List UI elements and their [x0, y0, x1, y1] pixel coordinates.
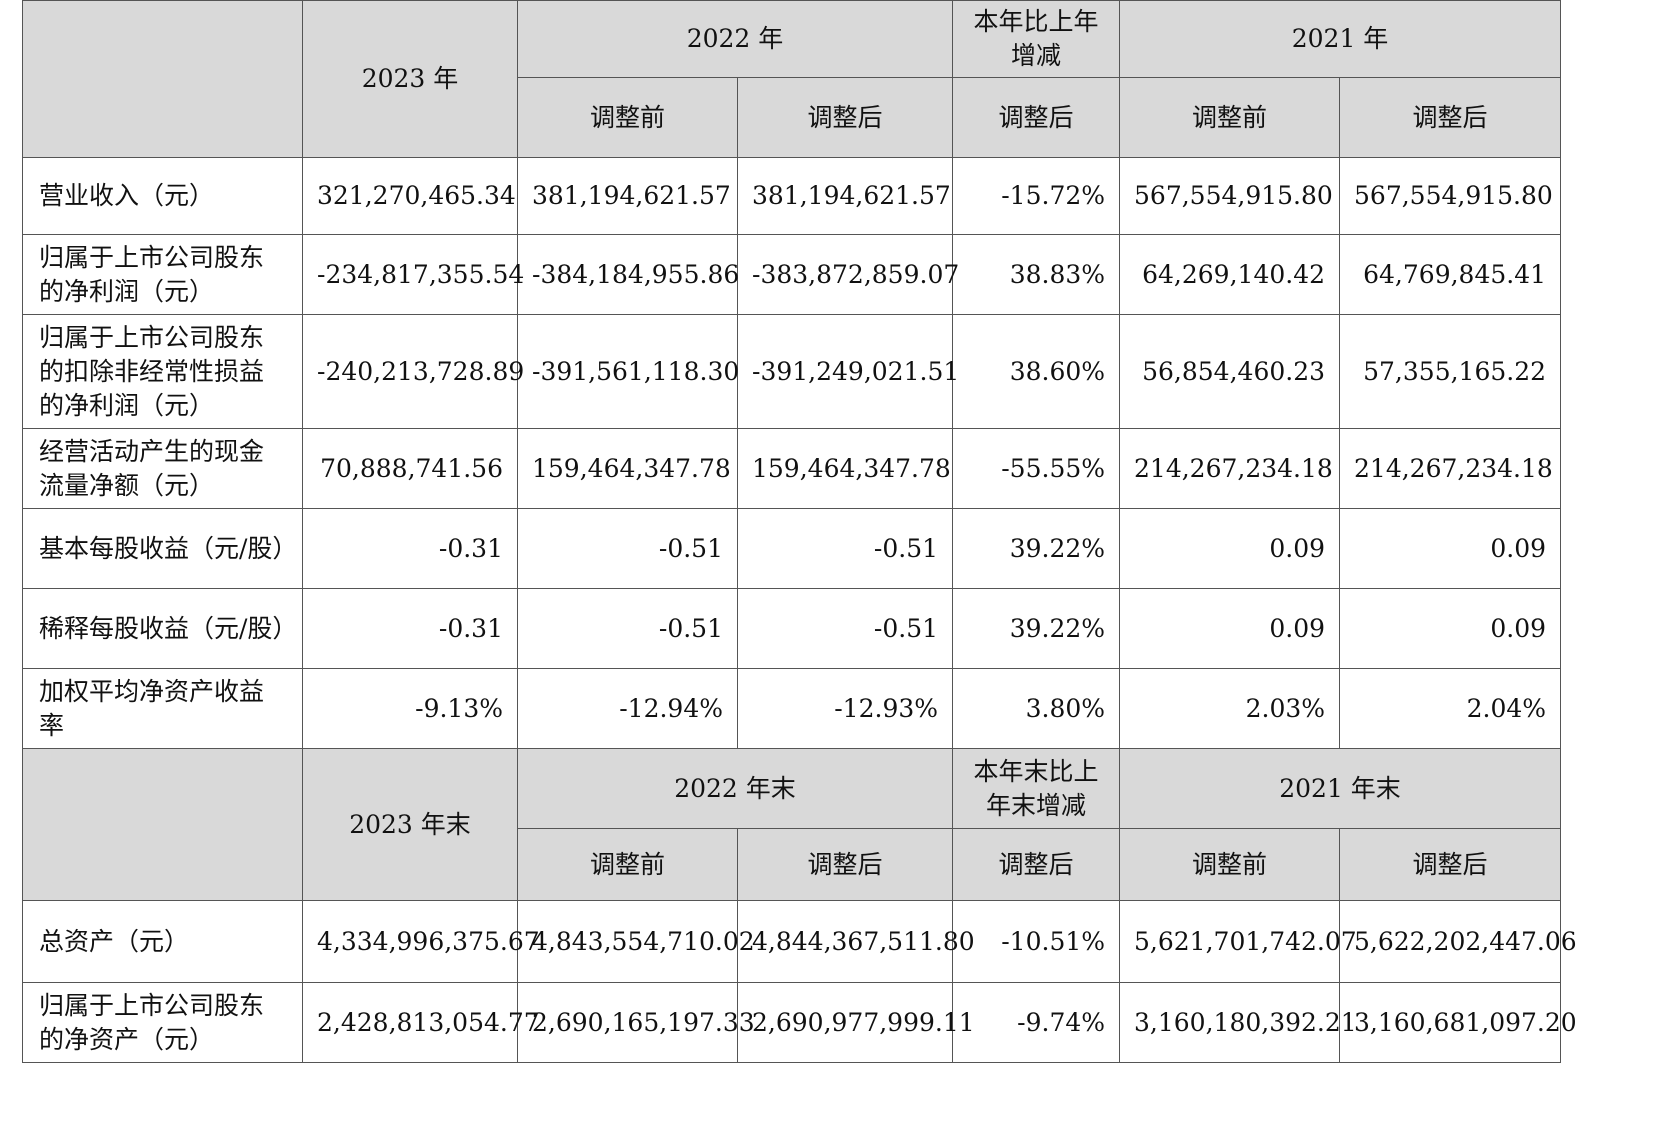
value-2021-after: 0.09	[1339, 588, 1562, 669]
value-2022-before: -384,184,955.86	[517, 234, 739, 315]
header-2021-after: 调整后	[1339, 77, 1562, 158]
value-2023: 4,334,996,375.67	[302, 900, 540, 983]
value-2022-after: -391,249,021.51	[736, 314, 959, 429]
value-2022-after: 4,844,367,511.80	[736, 900, 975, 983]
row-label: 稀释每股收益（元/股）	[22, 588, 303, 669]
header-2022-end-after: 调整后	[736, 828, 954, 901]
value-2021-before: 5,621,701,742.07	[1119, 900, 1357, 983]
value-2021-before: 2.03%	[1119, 668, 1341, 749]
table-row: 营业收入（元） 321,270,465.34 381,194,621.57 38…	[22, 157, 1562, 235]
value-2021-after: 3,160,681,097.20	[1339, 982, 1577, 1063]
value-2023: -9.13%	[302, 668, 518, 749]
table-row: 总资产（元） 4,334,996,375.67 4,843,554,710.02…	[22, 900, 1577, 983]
value-2022-after: 381,194,621.57	[736, 157, 954, 235]
value-2022-before: 381,194,621.57	[517, 157, 738, 235]
value-2023: 321,270,465.34	[302, 157, 518, 235]
value-2022-before: 159,464,347.78	[517, 428, 738, 509]
header-2022-end-before: 调整前	[517, 828, 738, 901]
row-label: 总资产（元）	[22, 900, 303, 983]
value-2022-before: -12.94%	[517, 668, 738, 749]
row-label: 加权平均净资产收益率	[22, 668, 303, 749]
header-2023: 2023 年	[302, 0, 518, 158]
value-2023: -234,817,355.54	[302, 234, 524, 315]
row-label: 经营活动产生的现金流量净额（元）	[22, 428, 303, 509]
value-2021-after: 214,267,234.18	[1339, 428, 1562, 509]
value-2021-before: 3,160,180,392.21	[1119, 982, 1357, 1063]
value-change: 39.22%	[952, 508, 1121, 589]
header-2021-end-before: 调整前	[1119, 828, 1341, 901]
value-2022-before: -0.51	[517, 588, 738, 669]
value-2022-before: 2,690,165,197.33	[517, 982, 755, 1063]
table-row: 归属于上市公司股东的净资产（元） 2,428,813,054.77 2,690,…	[22, 982, 1577, 1063]
financial-summary-table: 2023 年 2022 年 本年比上年增减 2021 年 调整前 调整后 调整后…	[22, 0, 1577, 1063]
header-2021-end-after: 调整后	[1339, 828, 1562, 901]
row-label: 基本每股收益（元/股）	[22, 508, 303, 589]
value-2023: 2,428,813,054.77	[302, 982, 540, 1063]
value-change: 3.80%	[952, 668, 1121, 749]
value-2023: -0.31	[302, 508, 518, 589]
value-2021-after: 64,769,845.41	[1339, 234, 1562, 315]
header-2023-end: 2023 年末	[302, 748, 518, 901]
value-2021-after: 567,554,915.80	[1339, 157, 1562, 235]
value-change: 38.60%	[952, 314, 1121, 429]
value-2023: -0.31	[302, 588, 518, 669]
header-2022-end: 2022 年末	[516, 748, 954, 829]
header-2021: 2021 年	[1119, 0, 1562, 78]
table-row: 基本每股收益（元/股） -0.31 -0.51 -0.51 39.22% 0.0…	[22, 508, 1562, 589]
value-change: -55.55%	[952, 428, 1121, 509]
row-label: 营业收入（元）	[22, 157, 303, 235]
header-corner-cell	[22, 748, 303, 901]
value-2021-before: 64,269,140.42	[1119, 234, 1341, 315]
value-change: -9.74%	[952, 982, 1121, 1063]
header-2021-before: 调整前	[1119, 77, 1341, 158]
header-2022-after: 调整后	[736, 77, 954, 158]
value-2022-before: -391,561,118.30	[517, 314, 739, 429]
value-2023: 70,888,741.56	[302, 428, 518, 509]
table-row: 归属于上市公司股东的净利润（元） -234,817,355.54 -384,18…	[22, 234, 1562, 315]
table-row: 加权平均净资产收益率 -9.13% -12.94% -12.93% 3.80% …	[22, 668, 1562, 749]
value-2022-after: -12.93%	[736, 668, 954, 749]
value-change: -10.51%	[952, 900, 1121, 983]
value-change: 38.83%	[952, 234, 1121, 315]
value-2021-after: 2.04%	[1339, 668, 1562, 749]
value-2022-after: 159,464,347.78	[736, 428, 954, 509]
value-2021-before: 214,267,234.18	[1119, 428, 1341, 509]
value-2022-after: -383,872,859.07	[736, 234, 959, 315]
row-label: 归属于上市公司股东的净利润（元）	[22, 234, 303, 315]
value-2021-before: 0.09	[1119, 588, 1341, 669]
header-change: 本年比上年增减	[952, 0, 1121, 78]
header-change-after: 调整后	[952, 77, 1121, 158]
value-2022-before: 4,843,554,710.02	[517, 900, 755, 983]
value-2022-after: -0.51	[736, 588, 954, 669]
row-label: 归属于上市公司股东的扣除非经常性损益的净利润（元）	[22, 314, 303, 429]
header-2022-before: 调整前	[517, 77, 738, 158]
header-change-end: 本年末比上年末增减	[952, 748, 1121, 829]
value-2021-before: 0.09	[1119, 508, 1341, 589]
header-corner-cell	[22, 0, 303, 158]
value-2022-after: 2,690,977,999.11	[736, 982, 975, 1063]
table-row: 稀释每股收益（元/股） -0.31 -0.51 -0.51 39.22% 0.0…	[22, 588, 1562, 669]
value-change: 39.22%	[952, 588, 1121, 669]
value-change: -15.72%	[952, 157, 1121, 235]
table-row: 归属于上市公司股东的扣除非经常性损益的净利润（元） -240,213,728.8…	[22, 314, 1562, 429]
value-2021-after: 57,355,165.22	[1339, 314, 1562, 429]
value-2021-after: 0.09	[1339, 508, 1562, 589]
value-2022-after: -0.51	[736, 508, 954, 589]
value-2022-before: -0.51	[517, 508, 738, 589]
table-row: 经营活动产生的现金流量净额（元） 70,888,741.56 159,464,3…	[22, 428, 1562, 509]
value-2021-before: 56,854,460.23	[1119, 314, 1341, 429]
header-change-end-after: 调整后	[952, 828, 1121, 901]
header-2021-end: 2021 年末	[1119, 748, 1562, 829]
row-label: 归属于上市公司股东的净资产（元）	[22, 982, 303, 1063]
value-2021-after: 5,622,202,447.06	[1339, 900, 1577, 983]
value-2023: -240,213,728.89	[302, 314, 524, 429]
value-2021-before: 567,554,915.80	[1119, 157, 1341, 235]
header-2022: 2022 年	[516, 0, 954, 78]
